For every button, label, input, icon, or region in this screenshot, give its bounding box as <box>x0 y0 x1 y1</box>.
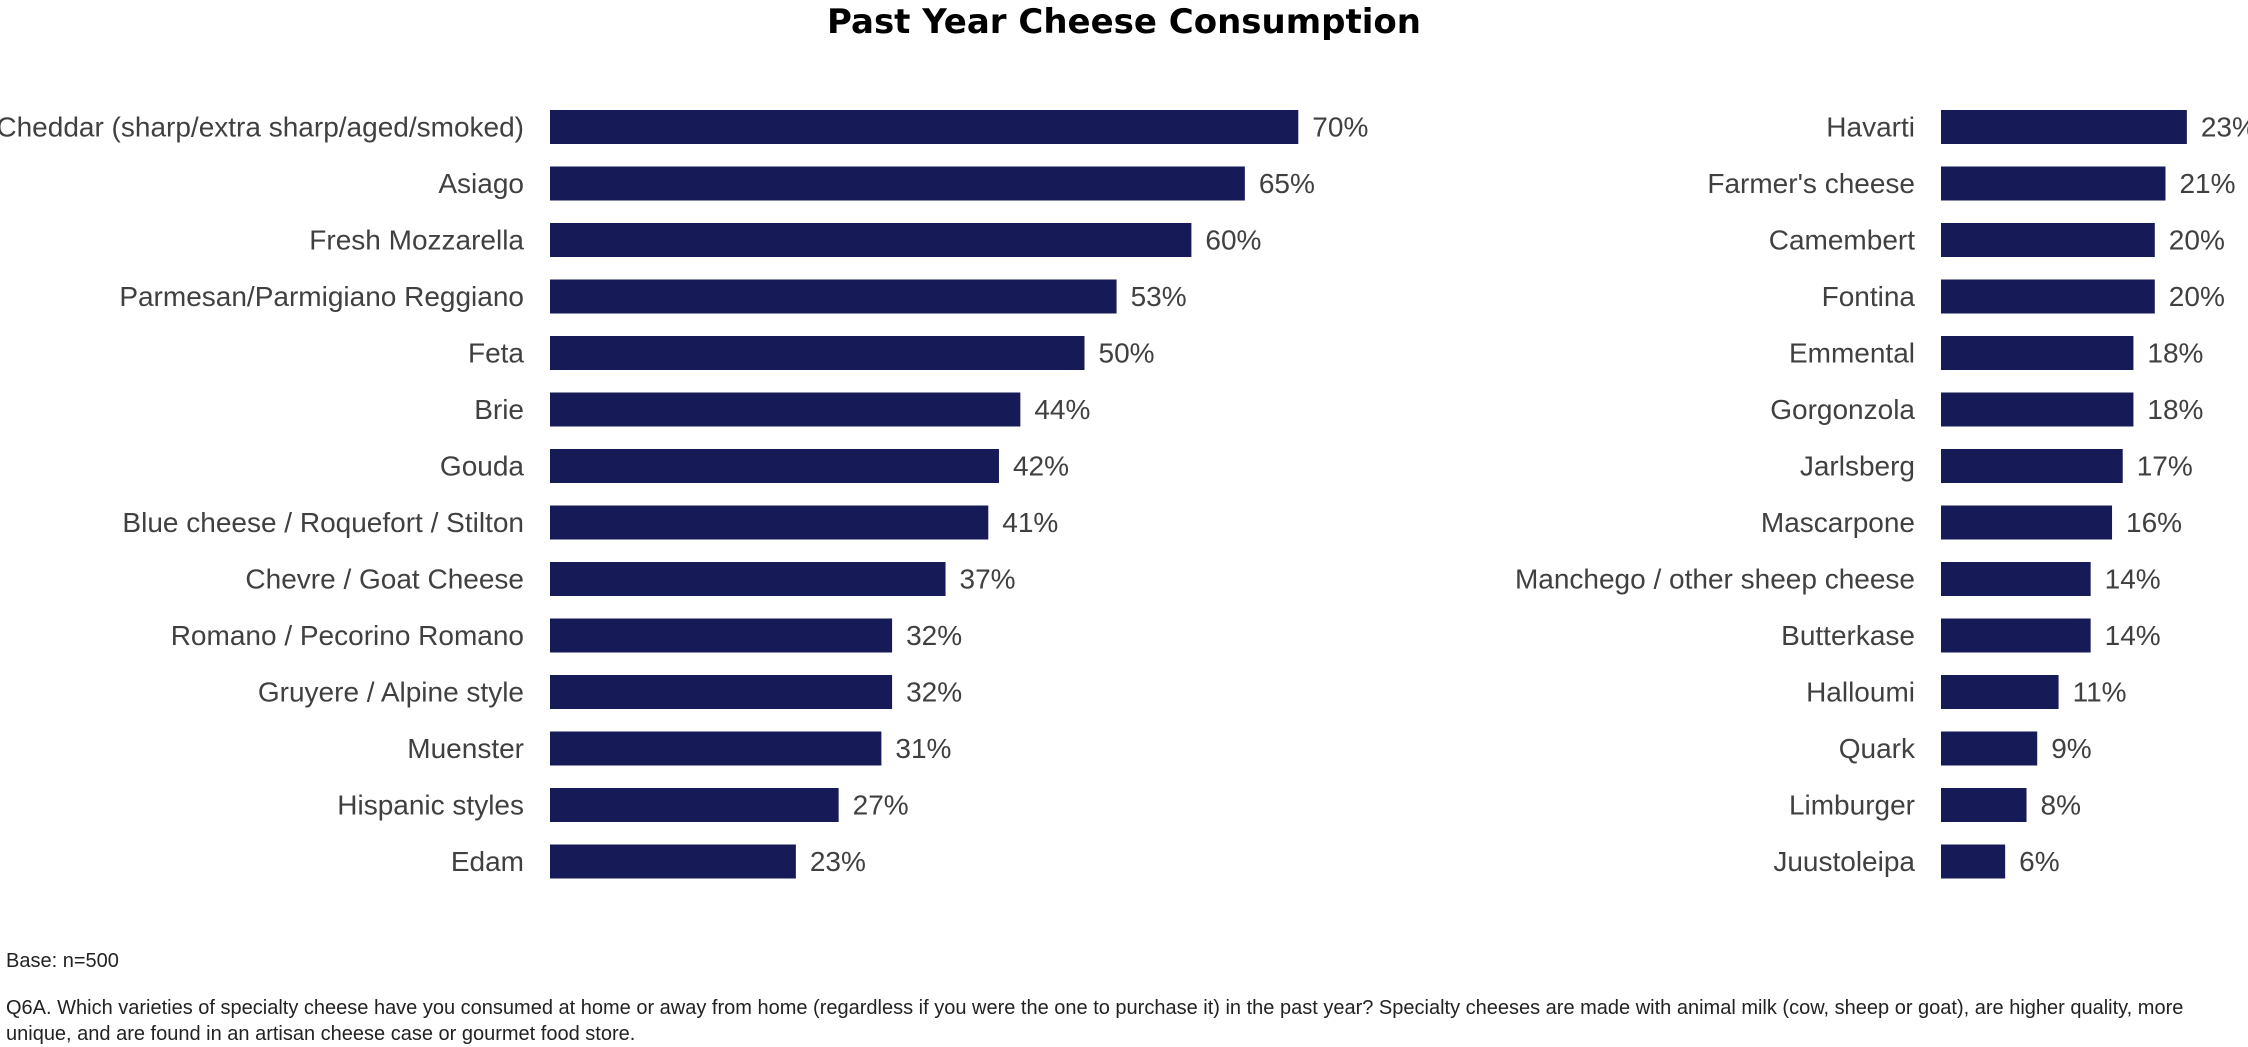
right-value-label-9: 14% <box>2105 620 2161 651</box>
left-value-label-5: 44% <box>1034 394 1090 425</box>
left-category-label-0: Cheddar (sharp/extra sharp/aged/smoked) <box>0 112 524 143</box>
right-value-label-12: 8% <box>2041 790 2081 821</box>
left-value-label-0: 70% <box>1312 112 1368 143</box>
base-note: Base: n=500 <box>6 950 119 972</box>
left-value-label-10: 32% <box>906 677 962 708</box>
left-category-label-12: Hispanic styles <box>337 790 524 821</box>
left-bar-5 <box>550 392 1021 427</box>
right-category-label-7: Mascarpone <box>1761 507 1915 538</box>
left-category-label-13: Edam <box>451 846 524 877</box>
left-bar-2 <box>550 223 1192 257</box>
left-value-label-4: 50% <box>1099 338 1155 369</box>
right-bar-9 <box>1941 618 2091 653</box>
right-value-label-4: 18% <box>2147 338 2203 369</box>
left-category-label-11: Muenster <box>407 733 524 764</box>
left-category-label-10: Gruyere / Alpine style <box>258 677 524 708</box>
left-category-label-3: Parmesan/Parmigiano Reggiano <box>119 281 524 312</box>
left-category-label-4: Feta <box>468 338 524 369</box>
left-value-label-7: 41% <box>1002 507 1058 538</box>
right-value-label-0: 23% <box>2201 112 2248 143</box>
cheese-bar-chart: Cheddar (sharp/extra sharp/aged/smoked) 7… <box>0 110 2248 879</box>
left-bar-6 <box>550 449 999 483</box>
right-bar-12 <box>1941 788 2027 822</box>
left-value-label-12: 27% <box>853 790 909 821</box>
right-bar-1 <box>1941 166 2166 201</box>
right-category-label-1: Farmer's cheese <box>1707 168 1915 199</box>
left-value-label-13: 23% <box>810 846 866 877</box>
right-bar-0 <box>1941 110 2187 144</box>
right-bar-3 <box>1941 279 2155 314</box>
left-value-label-8: 37% <box>960 564 1016 595</box>
right-category-label-8: Manchego / other sheep cheese <box>1515 564 1915 595</box>
left-value-label-11: 31% <box>895 733 951 764</box>
right-category-label-9: Butterkase <box>1781 620 1915 651</box>
right-value-label-6: 17% <box>2137 451 2193 482</box>
right-value-label-13: 6% <box>2019 846 2059 877</box>
left-value-label-6: 42% <box>1013 451 1069 482</box>
right-category-label-13: Juustoleipa <box>1773 846 1915 877</box>
left-bar-7 <box>550 505 989 540</box>
left-bar-8 <box>550 562 946 596</box>
left-category-label-5: Brie <box>474 394 524 425</box>
right-value-label-3: 20% <box>2169 281 2225 312</box>
left-bar-11 <box>550 731 882 766</box>
right-bar-4 <box>1941 336 2134 370</box>
right-bar-10 <box>1941 675 2059 709</box>
left-category-label-7: Blue cheese / Roquefort / Stilton <box>122 507 524 538</box>
right-value-label-2: 20% <box>2169 225 2225 256</box>
left-bar-13 <box>550 844 796 879</box>
left-value-label-2: 60% <box>1205 225 1261 256</box>
right-category-label-0: Havarti <box>1826 112 1915 143</box>
right-bar-5 <box>1941 392 2134 427</box>
left-bar-1 <box>550 166 1245 201</box>
left-category-label-2: Fresh Mozzarella <box>309 225 524 256</box>
left-bar-12 <box>550 788 839 822</box>
left-category-label-6: Gouda <box>440 451 524 482</box>
left-bar-0 <box>550 110 1299 144</box>
left-category-label-1: Asiago <box>438 168 524 199</box>
right-category-label-5: Gorgonzola <box>1770 394 1915 425</box>
chart-title: Past Year Cheese Consumption <box>827 2 1421 42</box>
right-bar-2 <box>1941 223 2155 257</box>
right-bar-13 <box>1941 844 2006 879</box>
right-category-label-12: Limburger <box>1789 790 1915 821</box>
left-value-label-9: 32% <box>906 620 962 651</box>
left-panel: Cheddar (sharp/extra sharp/aged/smoked) 7… <box>0 110 1368 879</box>
right-bar-7 <box>1941 505 2113 540</box>
right-bar-11 <box>1941 731 2038 766</box>
right-value-label-1: 21% <box>2179 168 2235 199</box>
right-bar-8 <box>1941 562 2091 596</box>
right-category-label-11: Quark <box>1839 733 1916 764</box>
left-bar-10 <box>550 675 893 709</box>
left-category-label-8: Chevre / Goat Cheese <box>245 564 524 595</box>
left-bar-4 <box>550 336 1085 370</box>
right-value-label-7: 16% <box>2126 507 2182 538</box>
right-panel: Havarti 23% Farmer's cheese 21% Camembert 20%… <box>1515 110 2248 879</box>
left-bar-3 <box>550 279 1117 314</box>
right-value-label-5: 18% <box>2147 394 2203 425</box>
right-value-label-8: 14% <box>2105 564 2161 595</box>
left-value-label-1: 65% <box>1259 168 1315 199</box>
right-category-label-3: Fontina <box>1822 281 1916 312</box>
right-category-label-10: Halloumi <box>1806 677 1915 708</box>
right-value-label-10: 11% <box>2073 677 2127 708</box>
left-value-label-3: 53% <box>1131 281 1187 312</box>
left-bar-9 <box>550 618 893 653</box>
right-category-label-2: Camembert <box>1769 225 1915 256</box>
left-category-label-9: Romano / Pecorino Romano <box>171 620 524 651</box>
right-category-label-4: Emmental <box>1789 338 1915 369</box>
right-value-label-11: 9% <box>2051 733 2091 764</box>
question-note: Q6A. Which varieties of specialty cheese… <box>6 997 2184 1045</box>
right-bar-6 <box>1941 449 2123 483</box>
right-category-label-6: Jarlsberg <box>1800 451 1915 482</box>
